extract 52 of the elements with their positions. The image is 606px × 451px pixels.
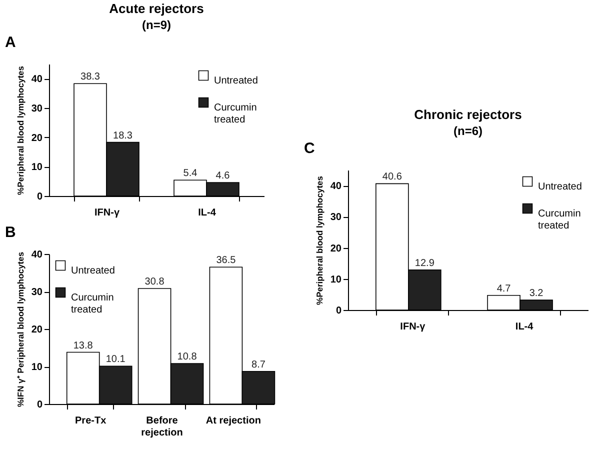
chart-subtitle: (n=9) — [142, 18, 172, 32]
data-label: 13.8 — [73, 340, 94, 352]
text: B — [5, 224, 16, 241]
data-label: 5.4 — [183, 168, 198, 180]
data-label: 8.7 — [252, 359, 266, 370]
data-label: 12.9 — [414, 258, 435, 269]
x-tick-label: IFN-γ — [400, 322, 426, 332]
data-label: 10.8 — [177, 352, 198, 362]
legend-label: Untreated — [214, 76, 258, 86]
data-label: 38.3 — [80, 72, 100, 83]
y-tick-label: 30 — [31, 104, 43, 114]
y-tick-label: 20 — [31, 132, 43, 144]
y-tick-label: 0 — [36, 400, 43, 410]
x-tick-label: IL-4 — [198, 208, 216, 218]
x-tick-label: Before rejection — [141, 416, 183, 438]
y-tick-label: 40 — [330, 181, 342, 192]
y-axis-title: %IFN γ⁺ Peripheral blood lymphocytes — [15, 252, 26, 408]
chart-title: Chronic rejectors — [414, 107, 522, 122]
y-tick-label: 20 — [31, 324, 43, 336]
data-label: 30.8 — [144, 276, 165, 288]
data-label: 4.7 — [496, 283, 512, 294]
chart-title: Acute rejectors — [109, 1, 204, 16]
data-label: 3.2 — [529, 288, 544, 300]
text: A — [5, 34, 16, 51]
y-tick-label: 20 — [330, 243, 342, 254]
y-tick-label: 30 — [330, 212, 342, 224]
y-tick-label: 0 — [336, 306, 342, 316]
y-tick-label: 0 — [36, 192, 43, 202]
y-tick-label: 40 — [31, 74, 43, 86]
y-axis-title: %Peripheral blood lymphocytes — [15, 66, 26, 195]
data-label: 36.5 — [216, 255, 236, 266]
y-tick-label: 30 — [31, 287, 43, 298]
x-tick-label: At rejection — [206, 416, 261, 426]
y-axis-title: %Peripheral blood lymphocytes — [314, 176, 324, 305]
chart-subtitle: (n=6) — [453, 124, 483, 138]
legend-label: Curcumin treated — [538, 208, 581, 232]
y-tick-label: 40 — [31, 250, 43, 260]
legend-label: Curcumin treated — [214, 102, 257, 126]
data-label: 10.1 — [106, 354, 126, 366]
legend-label: Untreated — [538, 182, 582, 192]
data-label: 18.3 — [113, 130, 133, 142]
legend-label: Curcumin treated — [71, 292, 114, 316]
x-tick-label: IL-4 — [515, 322, 534, 332]
y-tick-label: 10 — [31, 162, 43, 174]
x-tick-label: IFN-γ — [94, 208, 120, 218]
y-tick-label: 10 — [330, 274, 342, 286]
x-tick-label: Pre-Tx — [75, 416, 107, 426]
y-tick-label: 10 — [31, 362, 43, 373]
legend-label: Untreated — [71, 266, 115, 276]
data-label: 4.6 — [216, 170, 230, 182]
data-label: 40.6 — [382, 172, 402, 183]
text: C — [304, 140, 315, 157]
